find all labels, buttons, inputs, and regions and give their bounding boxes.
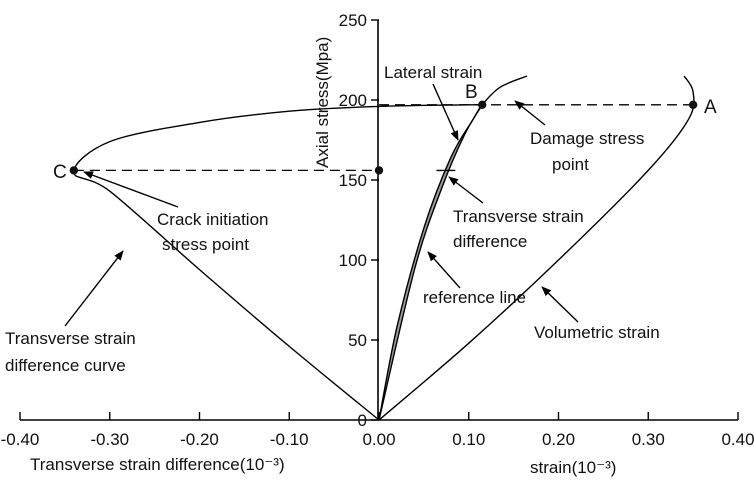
annotation-damage-stress-line1: Damage stress [530, 129, 644, 148]
x-tick-label: 0.10 [452, 430, 485, 449]
x-tick-label: 0.00 [362, 430, 395, 449]
arrow-lateral-strain [432, 83, 459, 141]
x-axis-title-left: Transverse strain difference(10⁻³) [30, 455, 285, 474]
y-tick-label: 150 [339, 171, 367, 190]
arrow-tsd-curve [64, 250, 124, 327]
x-tick-label: 0.40 [721, 430, 754, 449]
x-tick-label: 0.30 [632, 430, 665, 449]
reference-line-curve [378, 104, 483, 421]
y-tick-label: 100 [339, 251, 367, 270]
point-label-c: C [53, 162, 67, 183]
key-point-marker [69, 166, 79, 175]
y-axis-ticks: 0 50 100 150 200 250 [339, 11, 379, 430]
annotation-crack-initiation-line2: stress point [162, 235, 249, 254]
arrow-reference-line [427, 251, 461, 289]
point-label-b: B [465, 82, 478, 103]
strain-difference-shaded-region [379, 104, 483, 421]
y-tick-label: 0 [358, 411, 367, 430]
key-point-marker [688, 100, 698, 110]
annotation-tsd-curve-line2: difference curve [5, 356, 126, 375]
lateral-strain-curve [378, 75, 528, 421]
x-tick-label: -0.30 [90, 430, 129, 449]
arrow-damage-stress [514, 100, 546, 126]
x-tick-label: -0.40 [1, 430, 40, 449]
point-label-a: A [704, 97, 717, 118]
key-point-marker [374, 166, 384, 175]
arrow-volumetric-strain [541, 286, 579, 323]
annotation-tsd-curve-line1: Transverse strain [5, 329, 136, 348]
annotation-damage-stress-line2: point [552, 155, 589, 174]
x-tick-label: 0.20 [542, 430, 575, 449]
annotation-lateral-strain: Lateral strain [384, 63, 482, 82]
x-tick-label: -0.10 [270, 430, 309, 449]
arrow-crack-initiation [83, 171, 179, 208]
volumetric-strain-curve [378, 75, 695, 421]
y-tick-label: 50 [348, 331, 367, 350]
x-tick-label: -0.20 [180, 430, 219, 449]
y-tick-label: 250 [339, 11, 367, 30]
key-points [69, 100, 698, 175]
y-tick-label: 200 [339, 91, 367, 110]
y-axis-title: Axial stress(Mpa) [313, 37, 332, 168]
annotation-reference-line: reference line [423, 288, 526, 307]
annotation-volumetric-strain: Volumetric strain [534, 323, 660, 342]
x-axis-title-right: strain(10⁻³) [530, 458, 616, 477]
annotation-transverse-difference-line2: difference [453, 232, 527, 251]
x-axis-ticks: -0.40 -0.30 -0.20 -0.10 0.00 0.10 0.20 0.30 0.40 [1, 412, 754, 449]
annotation-crack-initiation-line1: Crack initiation [157, 210, 269, 229]
key-point-marker [478, 100, 487, 110]
annotation-transverse-difference-line1: Transverse strain [453, 207, 584, 226]
arrow-transverse-difference [448, 176, 484, 204]
transverse-strain-difference-curve [73, 103, 483, 421]
